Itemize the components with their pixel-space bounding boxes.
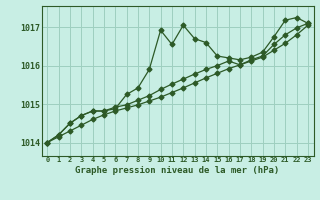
X-axis label: Graphe pression niveau de la mer (hPa): Graphe pression niveau de la mer (hPa) <box>76 166 280 175</box>
